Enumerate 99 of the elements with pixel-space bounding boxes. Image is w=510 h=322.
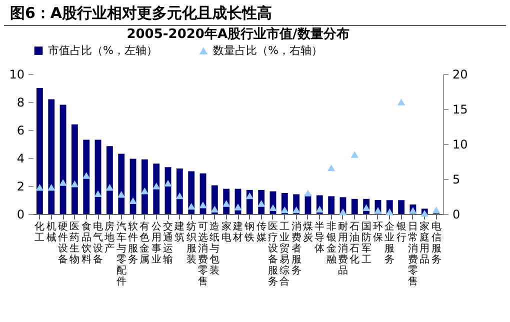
- bar: [176, 168, 183, 214]
- x-tick-label: 房地产: [104, 220, 115, 254]
- x-tick-label: 纺织服装: [186, 220, 196, 266]
- bar: [60, 104, 66, 214]
- x-tick-label: 有色金属: [140, 220, 150, 266]
- bar: [351, 198, 358, 214]
- point: [106, 184, 114, 191]
- point: [316, 206, 324, 212]
- bar: [188, 171, 195, 214]
- point: [386, 208, 394, 216]
- point: [339, 208, 347, 216]
- x-tick-label: 国防军工: [361, 222, 372, 266]
- point: [59, 179, 67, 186]
- bar: [71, 124, 78, 214]
- x-tick-label: 机械: [46, 220, 56, 244]
- point: [36, 184, 44, 191]
- point: [374, 207, 382, 214]
- point: [187, 202, 196, 210]
- x-tick-label: 可选消费零售: [198, 222, 208, 288]
- point: [280, 206, 289, 214]
- point: [70, 180, 79, 188]
- x-tick-label: 化工: [34, 220, 45, 244]
- x-tick-label: 家电: [221, 220, 232, 244]
- x-tick-label: 煤炭: [302, 220, 313, 244]
- point: [222, 200, 230, 207]
- point: [199, 202, 207, 208]
- y-tick-label: 10: [9, 68, 24, 82]
- x-tick-label: 建筑: [174, 220, 185, 244]
- point: [94, 190, 102, 198]
- x-tick-label: 汽车与零配件: [116, 220, 126, 288]
- x-tick-label: 工业贸易综合: [280, 222, 290, 288]
- bar: [83, 140, 90, 214]
- x-tick-label: 家庭用品: [420, 220, 430, 266]
- legend-label: 数量占比（%，右轴）: [213, 44, 322, 57]
- x-tick-label: 医药生物: [70, 222, 80, 266]
- x-tick-label: 建材: [232, 220, 243, 244]
- bar: [118, 154, 125, 214]
- point: [257, 200, 266, 207]
- y-tick-label: 4: [16, 152, 24, 166]
- x-tick-label: 钢铁: [244, 222, 255, 244]
- bar: [153, 164, 160, 214]
- point: [246, 192, 254, 200]
- point: [304, 190, 312, 196]
- x-tick-label: 传媒: [256, 222, 266, 244]
- point: [420, 210, 428, 217]
- y2-tick-label: 5: [452, 172, 460, 186]
- y2-tick-label: 10: [452, 138, 468, 152]
- y-tick-label: 2: [16, 180, 24, 194]
- point: [152, 182, 160, 190]
- point: [176, 192, 184, 200]
- y-tick-label: 0: [16, 208, 24, 222]
- y2-tick-label: 15: [452, 102, 468, 116]
- bar: [328, 196, 335, 214]
- y2-tick-label: 0: [452, 208, 460, 222]
- point: [234, 204, 242, 210]
- x-tick-label: 消费者服务: [291, 220, 302, 276]
- point: [210, 206, 219, 212]
- x-tick-label: 日常消费零售: [408, 222, 418, 288]
- legend-label: 市值占比（%，左轴）: [48, 44, 158, 57]
- point: [140, 188, 149, 194]
- x-tick-label: 石油石化: [350, 222, 360, 266]
- point: [432, 206, 440, 214]
- point: [350, 151, 359, 158]
- y-tick-label: 6: [16, 124, 24, 138]
- point: [117, 191, 126, 198]
- x-tick-label: 环保: [372, 222, 383, 244]
- point: [362, 204, 370, 212]
- bar: [141, 159, 148, 214]
- x-tick-label: 造纸与包装: [210, 220, 220, 276]
- bar: [36, 88, 43, 214]
- point: [327, 164, 336, 172]
- bar: [398, 200, 405, 214]
- chart-subtitle: 2005-2020年A股行业市值/数量分布: [126, 26, 350, 42]
- point: [397, 98, 406, 106]
- x-tick-label: 交通运输: [163, 220, 174, 266]
- bar: [48, 99, 55, 214]
- x-tick-label: 银行: [395, 222, 406, 244]
- y2-tick-label: 20: [452, 68, 468, 82]
- x-tick-label: 电气设备: [93, 220, 104, 266]
- x-tick-label: 企业服务: [384, 220, 395, 266]
- x-tick-label: 非银金融: [325, 220, 336, 266]
- point: [269, 204, 277, 212]
- bar: [106, 146, 113, 214]
- x-tick-label: 半导体: [314, 220, 325, 254]
- x-tick-label: 公用事业: [151, 220, 162, 266]
- point: [164, 180, 172, 187]
- x-tick-label: 硬件设备: [58, 222, 68, 266]
- chart-title: 图6：A股行业相对更多元化且成长性高: [4, 0, 506, 26]
- x-tick-label: 耐用消费品: [338, 222, 348, 276]
- x-tick-label: 电信服务: [431, 220, 442, 266]
- y-tick-label: 8: [16, 96, 24, 110]
- x-tick-label: 医疗设备服务: [268, 222, 278, 288]
- point: [82, 172, 90, 179]
- x-tick-label: 软件服务: [128, 220, 138, 266]
- point: [409, 207, 417, 214]
- point: [292, 206, 300, 214]
- point: [48, 184, 56, 191]
- x-tick-label: 食品饮料: [80, 220, 92, 266]
- point: [129, 197, 137, 204]
